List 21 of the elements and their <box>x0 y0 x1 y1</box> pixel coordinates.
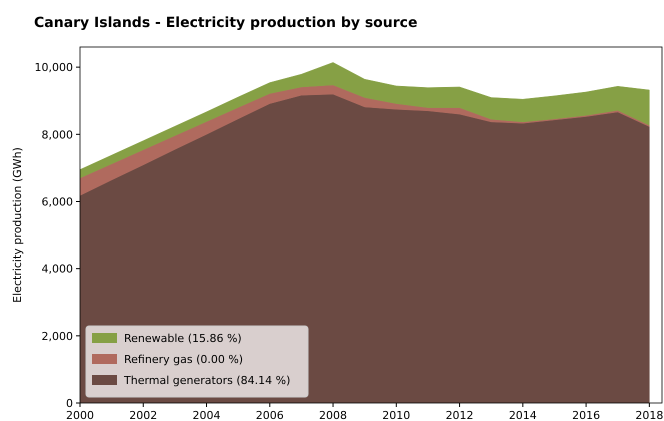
x-tick-label: 2008 <box>319 409 348 421</box>
legend-label: Renewable (15.86 %) <box>124 332 242 345</box>
y-tick-label: 8,000 <box>42 128 73 142</box>
y-axis-title: Electricity production (GWh) <box>11 147 24 303</box>
y-tick-label: 2,000 <box>42 330 73 343</box>
y-tick-label: 0 <box>66 397 73 410</box>
y-tick-label: 10,000 <box>34 61 73 74</box>
legend-label: Refinery gas (0.00 %) <box>124 353 244 366</box>
x-tick-label: 2016 <box>572 409 600 421</box>
chart-title: Canary Islands - Electricity production by source <box>34 15 418 31</box>
x-tick-label: 2010 <box>382 409 410 421</box>
x-tick-label: 2006 <box>256 409 284 421</box>
x-tick-label: 2004 <box>192 409 221 421</box>
x-tick-label: 2000 <box>66 409 94 421</box>
x-tick-label: 2018 <box>635 409 664 421</box>
legend-label: Thermal generators (84.14 %) <box>123 374 290 387</box>
x-tick-label: 2012 <box>446 409 474 421</box>
x-tick-label: 2002 <box>129 409 158 421</box>
x-tick-label: 2014 <box>508 409 537 421</box>
y-tick-label: 6,000 <box>42 195 73 208</box>
y-tick-label: 4,000 <box>42 262 73 276</box>
